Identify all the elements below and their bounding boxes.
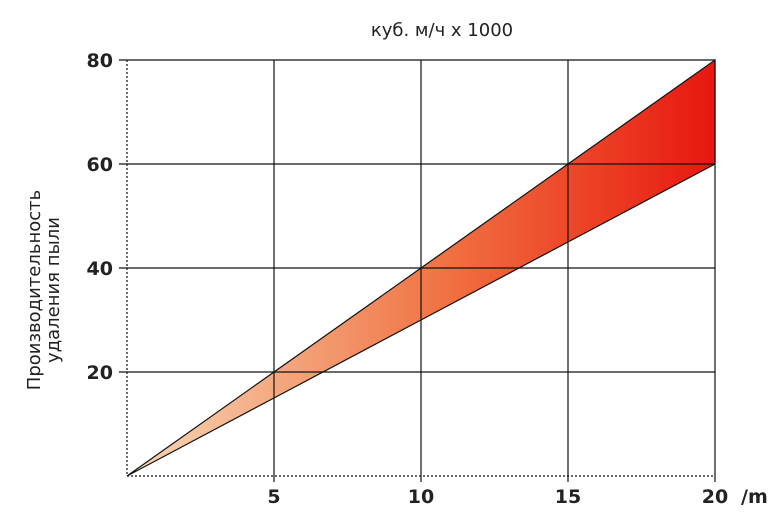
y-axis-label-line-1: Производительность <box>24 190 45 390</box>
x-tick-label: 10 <box>408 486 434 508</box>
x-tick-label: 15 <box>555 486 581 508</box>
x-tick-label: 20 <box>702 486 728 508</box>
y-tick-label: 40 <box>87 258 113 280</box>
y-tick-label: 80 <box>87 50 113 72</box>
y-tick-label: 60 <box>87 154 113 176</box>
unit-label: куб. м/ч х 1000 <box>371 20 513 41</box>
y-tick-label: 20 <box>87 362 113 384</box>
tick-layer: 20 40 60 80 5 10 15 20 <box>87 50 729 508</box>
y-axis-label: Производительность удаления пыли <box>24 190 64 390</box>
x-axis-unit: /m <box>741 486 768 508</box>
y-axis-label-line-2: удаления пыли <box>43 217 64 363</box>
grid-layer <box>119 59 716 482</box>
x-tick-label: 5 <box>267 486 280 508</box>
